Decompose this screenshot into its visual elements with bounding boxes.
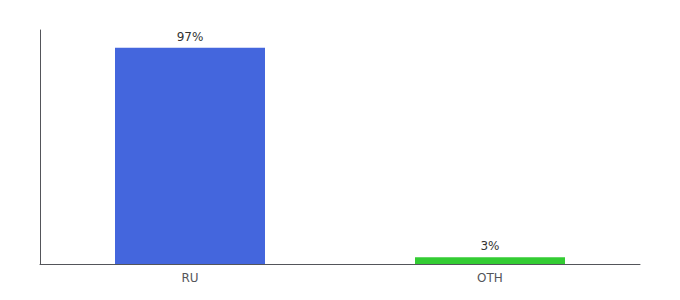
svg-text:RU: RU bbox=[181, 271, 198, 285]
svg-text:OTH: OTH bbox=[477, 271, 503, 285]
svg-text:97%: 97% bbox=[177, 30, 204, 44]
svg-text:3%: 3% bbox=[480, 239, 499, 253]
